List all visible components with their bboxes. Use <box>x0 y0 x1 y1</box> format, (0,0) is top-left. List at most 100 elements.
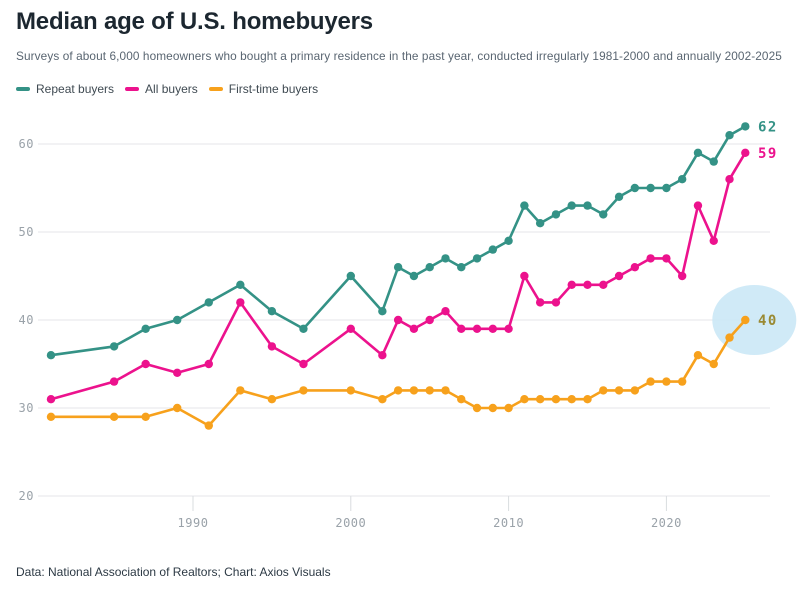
legend-swatch-repeat-buyers <box>16 87 30 91</box>
point-first-time-buyers-2010 <box>504 403 513 413</box>
point-all-buyers-1995 <box>267 342 277 351</box>
point-all-buyers-2018 <box>630 263 640 272</box>
point-first-time-buyers-2003 <box>393 386 403 395</box>
end-label-repeat-buyers: 62 <box>758 119 778 135</box>
point-all-buyers-2022 <box>693 201 703 210</box>
point-repeat-buyers-1985 <box>109 342 119 351</box>
point-first-time-buyers-1993 <box>236 386 245 395</box>
point-first-time-buyers-2018 <box>630 386 640 395</box>
point-all-buyers-2023 <box>709 236 718 245</box>
point-first-time-buyers-2025 <box>741 315 750 325</box>
x-tick-label-1990: 1990 <box>178 516 209 530</box>
point-first-time-buyers-2019 <box>646 377 655 386</box>
point-repeat-buyers-2006 <box>441 254 450 263</box>
point-repeat-buyers-2002 <box>378 307 387 316</box>
point-repeat-buyers-2019 <box>646 183 655 193</box>
y-tick-label-30: 30 <box>19 401 34 415</box>
point-all-buyers-2004 <box>409 324 419 333</box>
legend-item-first-time-buyers: First-time buyers <box>208 82 318 96</box>
point-first-time-buyers-2014 <box>567 395 576 404</box>
point-repeat-buyers-2010 <box>504 236 513 245</box>
point-all-buyers-2003 <box>393 315 403 325</box>
point-all-buyers-2021 <box>677 271 687 281</box>
legend-swatch-first-time-buyers <box>208 87 223 91</box>
point-all-buyers-2024 <box>725 175 734 184</box>
x-tick-label-2000: 2000 <box>335 516 366 530</box>
point-repeat-buyers-2008 <box>472 254 482 263</box>
point-all-buyers-2008 <box>472 324 482 333</box>
point-first-time-buyers-2016 <box>599 386 608 395</box>
point-first-time-buyers-2021 <box>677 377 687 386</box>
end-label-all-buyers: 59 <box>758 146 778 162</box>
point-repeat-buyers-2012 <box>535 219 545 228</box>
point-repeat-buyers-1981 <box>46 351 56 360</box>
legend-swatch-all-buyers <box>125 87 140 91</box>
point-first-time-buyers-2024 <box>725 333 734 342</box>
point-first-time-buyers-2009 <box>488 403 498 413</box>
point-first-time-buyers-2000 <box>346 386 355 395</box>
point-all-buyers-1985 <box>109 377 119 386</box>
point-first-time-buyers-2006 <box>441 386 450 395</box>
point-repeat-buyers-2021 <box>677 175 687 184</box>
line-all-buyers <box>49 151 747 401</box>
point-all-buyers-1987 <box>141 359 150 369</box>
point-all-buyers-1991 <box>204 359 213 369</box>
point-first-time-buyers-2020 <box>662 377 671 386</box>
point-first-time-buyers-2005 <box>425 386 434 395</box>
point-first-time-buyers-2002 <box>378 395 387 404</box>
chart-subtitle: Surveys of about 6,000 homeowners who bo… <box>16 49 782 63</box>
point-repeat-buyers-1987 <box>141 324 150 333</box>
point-first-time-buyers-2015 <box>583 395 592 404</box>
point-first-time-buyers-2023 <box>709 359 718 369</box>
point-first-time-buyers-1989 <box>173 403 182 413</box>
point-all-buyers-2006 <box>441 307 450 316</box>
point-all-buyers-2009 <box>488 324 498 333</box>
point-first-time-buyers-2022 <box>693 351 703 360</box>
point-repeat-buyers-1989 <box>173 315 182 325</box>
point-all-buyers-2025 <box>741 148 750 157</box>
point-first-time-buyers-2004 <box>409 386 419 395</box>
point-all-buyers-2013 <box>551 298 561 307</box>
point-all-buyers-2011 <box>520 271 529 281</box>
series-repeat-buyers: 62 <box>46 119 778 360</box>
point-all-buyers-1989 <box>173 368 182 377</box>
point-repeat-buyers-2003 <box>393 263 403 272</box>
line-first-time-buyers <box>49 318 747 427</box>
point-repeat-buyers-2007 <box>457 263 466 272</box>
y-tick-label-40: 40 <box>19 313 34 327</box>
point-repeat-buyers-2018 <box>630 183 640 193</box>
point-all-buyers-2002 <box>378 351 387 360</box>
point-repeat-buyers-2023 <box>709 157 718 166</box>
point-first-time-buyers-2007 <box>457 395 466 404</box>
legend: Repeat buyers All buyers First-time buye… <box>16 82 318 96</box>
point-repeat-buyers-2020 <box>662 183 671 193</box>
point-repeat-buyers-1993 <box>236 280 245 289</box>
point-repeat-buyers-2000 <box>346 271 355 281</box>
point-all-buyers-2010 <box>504 324 513 333</box>
point-repeat-buyers-2011 <box>520 201 529 210</box>
point-all-buyers-2016 <box>599 280 608 289</box>
point-first-time-buyers-1985 <box>109 412 119 421</box>
point-all-buyers-2014 <box>567 280 576 289</box>
point-all-buyers-2012 <box>535 298 545 307</box>
y-tick-label-20: 20 <box>19 489 34 503</box>
point-repeat-buyers-2014 <box>567 201 576 210</box>
series-all-buyers: 59 <box>46 146 778 404</box>
point-first-time-buyers-2017 <box>614 386 624 395</box>
x-tick-label-2010: 2010 <box>493 516 524 530</box>
legend-label-repeat-buyers: Repeat buyers <box>36 82 115 96</box>
point-repeat-buyers-2017 <box>614 192 624 201</box>
point-repeat-buyers-2013 <box>551 210 561 219</box>
point-repeat-buyers-2009 <box>488 245 498 254</box>
point-all-buyers-2007 <box>457 324 466 333</box>
point-first-time-buyers-2008 <box>472 403 482 413</box>
point-all-buyers-1981 <box>46 395 56 404</box>
end-label-first-time-buyers: 40 <box>758 313 778 329</box>
point-first-time-buyers-1991 <box>204 421 213 430</box>
point-all-buyers-2005 <box>425 315 434 325</box>
point-repeat-buyers-2022 <box>693 148 703 157</box>
legend-label-all-buyers: All buyers <box>145 82 198 96</box>
point-first-time-buyers-2011 <box>520 395 529 404</box>
